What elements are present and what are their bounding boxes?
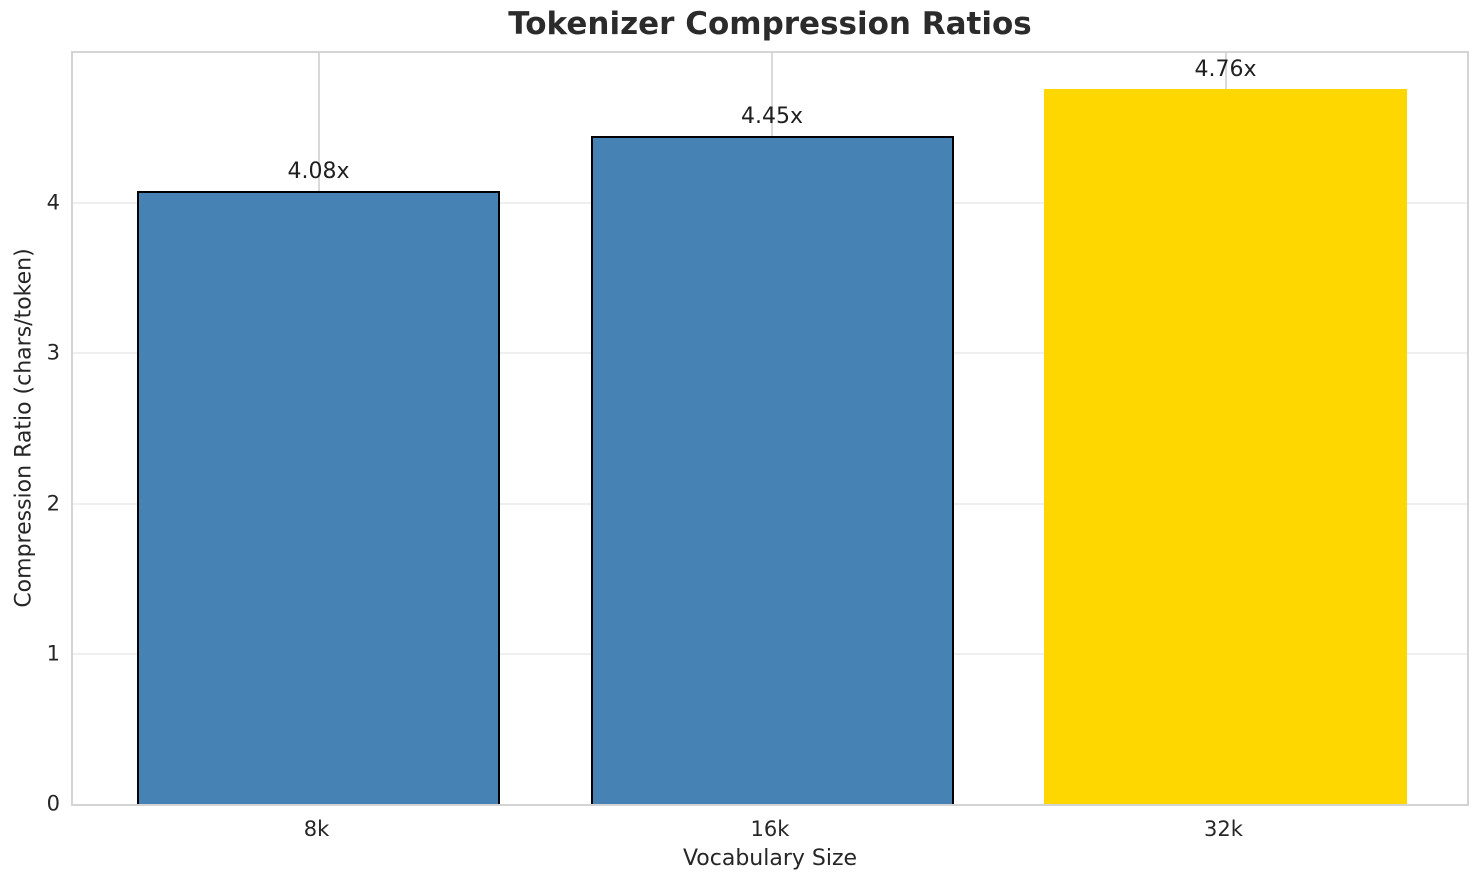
y-tick-label: 2 xyxy=(46,491,60,516)
chart-title: Tokenizer Compression Ratios xyxy=(508,6,1032,42)
y-tick-label: 1 xyxy=(46,641,60,666)
bar-8k xyxy=(137,191,500,804)
x-tick-label: 16k xyxy=(750,817,790,841)
x-axis-label: Vocabulary Size xyxy=(682,846,858,871)
x-tick-label: 8k xyxy=(303,817,330,841)
y-tick-label: 0 xyxy=(46,791,60,816)
bar-value-label: 4.45x xyxy=(740,104,804,129)
bar-value-label: 4.08x xyxy=(287,159,350,184)
bar-16k xyxy=(590,136,954,804)
plot-area: 4.08x 4.45x 4.76x xyxy=(71,51,1469,806)
bar-value-label: 4.76x xyxy=(1194,57,1257,82)
y-axis-label: Compression Ratio (chars/token) xyxy=(11,248,37,608)
x-tick-label: 32k xyxy=(1204,817,1243,841)
bar-32k xyxy=(1044,89,1407,804)
y-tick-label: 3 xyxy=(46,340,60,365)
y-tick-label: 4 xyxy=(46,190,60,215)
